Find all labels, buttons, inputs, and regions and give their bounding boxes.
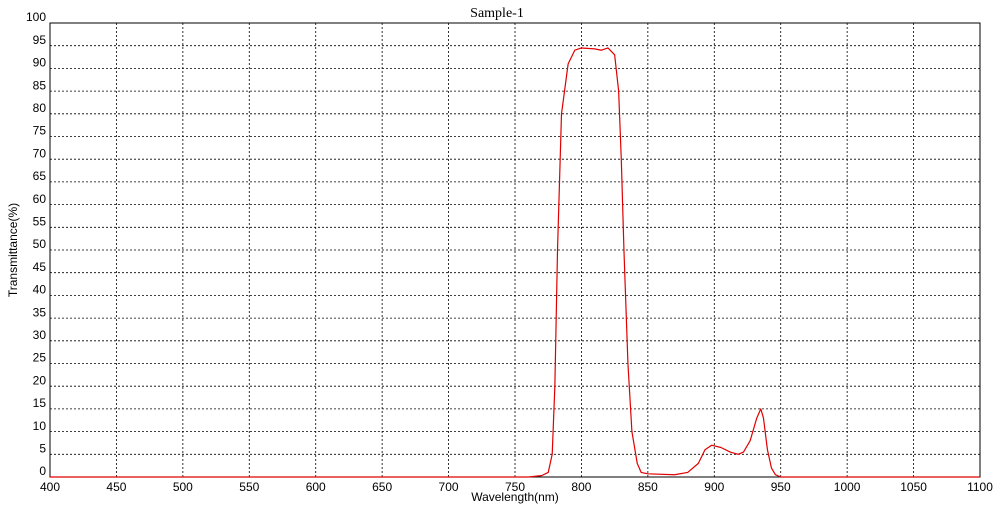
chart-title: Sample-1 [470, 6, 524, 21]
x-tick-label: 500 [173, 480, 193, 494]
y-tick-label: 10 [33, 419, 47, 433]
x-tick-label: 750 [505, 480, 525, 494]
y-tick-label: 55 [33, 214, 47, 228]
y-tick-label: 85 [33, 78, 47, 92]
y-tick-label: 5 [39, 441, 46, 455]
x-tick-label: 1000 [834, 480, 861, 494]
y-tick-label: 50 [33, 237, 47, 251]
x-tick-label: 1100 [967, 480, 993, 494]
y-tick-label: 80 [33, 101, 47, 115]
x-tick-label: 950 [771, 480, 791, 494]
x-tick-label: 600 [306, 480, 326, 494]
x-tick-label: 900 [704, 480, 724, 494]
y-tick-label: 75 [33, 124, 47, 138]
y-tick-label: 95 [33, 33, 47, 47]
y-tick-label: 35 [33, 305, 47, 319]
x-tick-label: 800 [571, 480, 591, 494]
y-tick-label: 60 [33, 192, 47, 206]
x-axis-label: Wavelength(nm) [471, 490, 559, 504]
y-tick-label: 100 [26, 10, 46, 24]
y-tick-label: 40 [33, 283, 47, 297]
y-axis-label: Transmittance(%) [6, 203, 20, 297]
x-tick-label: 700 [439, 480, 459, 494]
x-tick-label: 400 [40, 480, 60, 494]
y-tick-label: 0 [39, 464, 46, 478]
x-tick-label: 550 [239, 480, 259, 494]
y-tick-label: 25 [33, 351, 47, 365]
x-tick-label: 1050 [900, 480, 927, 494]
y-tick-label: 15 [33, 396, 47, 410]
y-tick-label: 20 [33, 373, 47, 387]
y-tick-label: 70 [33, 146, 47, 160]
y-tick-label: 65 [33, 169, 47, 183]
x-tick-label: 850 [638, 480, 658, 494]
x-tick-label: 650 [372, 480, 392, 494]
y-tick-label: 30 [33, 328, 47, 342]
y-tick-label: 45 [33, 260, 47, 274]
y-tick-label: 90 [33, 56, 47, 70]
data-line [50, 47, 980, 478]
x-tick-label: 450 [106, 480, 126, 494]
